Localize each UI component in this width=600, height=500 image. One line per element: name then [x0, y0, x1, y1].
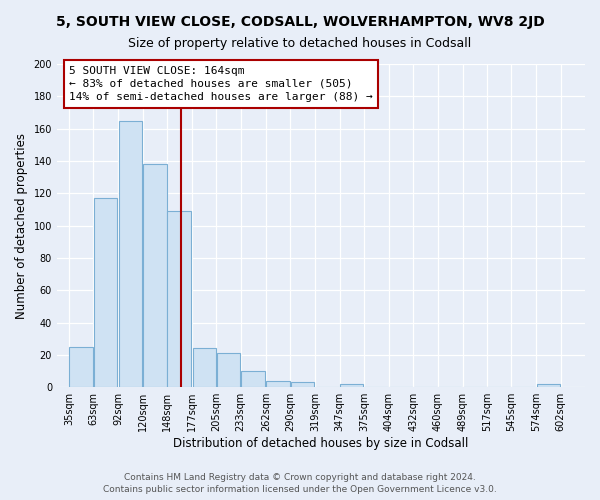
Bar	[167, 211, 191, 387]
Text: 5, SOUTH VIEW CLOSE, CODSALL, WOLVERHAMPTON, WV8 2JD: 5, SOUTH VIEW CLOSE, CODSALL, WOLVERHAMP…	[56, 15, 544, 29]
X-axis label: Distribution of detached houses by size in Codsall: Distribution of detached houses by size …	[173, 437, 469, 450]
Bar	[340, 384, 364, 387]
Bar	[241, 371, 265, 387]
Bar	[94, 198, 117, 387]
Bar	[193, 348, 216, 387]
Text: 5 SOUTH VIEW CLOSE: 164sqm
← 83% of detached houses are smaller (505)
14% of sem: 5 SOUTH VIEW CLOSE: 164sqm ← 83% of deta…	[69, 66, 373, 102]
Bar	[537, 384, 560, 387]
Bar	[217, 354, 241, 387]
Bar	[143, 164, 167, 387]
Y-axis label: Number of detached properties: Number of detached properties	[15, 132, 28, 318]
Bar	[70, 347, 93, 387]
Text: Size of property relative to detached houses in Codsall: Size of property relative to detached ho…	[128, 38, 472, 51]
Bar	[290, 382, 314, 387]
Bar	[119, 120, 142, 387]
Text: Contains HM Land Registry data © Crown copyright and database right 2024.
Contai: Contains HM Land Registry data © Crown c…	[103, 472, 497, 494]
Bar	[266, 380, 290, 387]
